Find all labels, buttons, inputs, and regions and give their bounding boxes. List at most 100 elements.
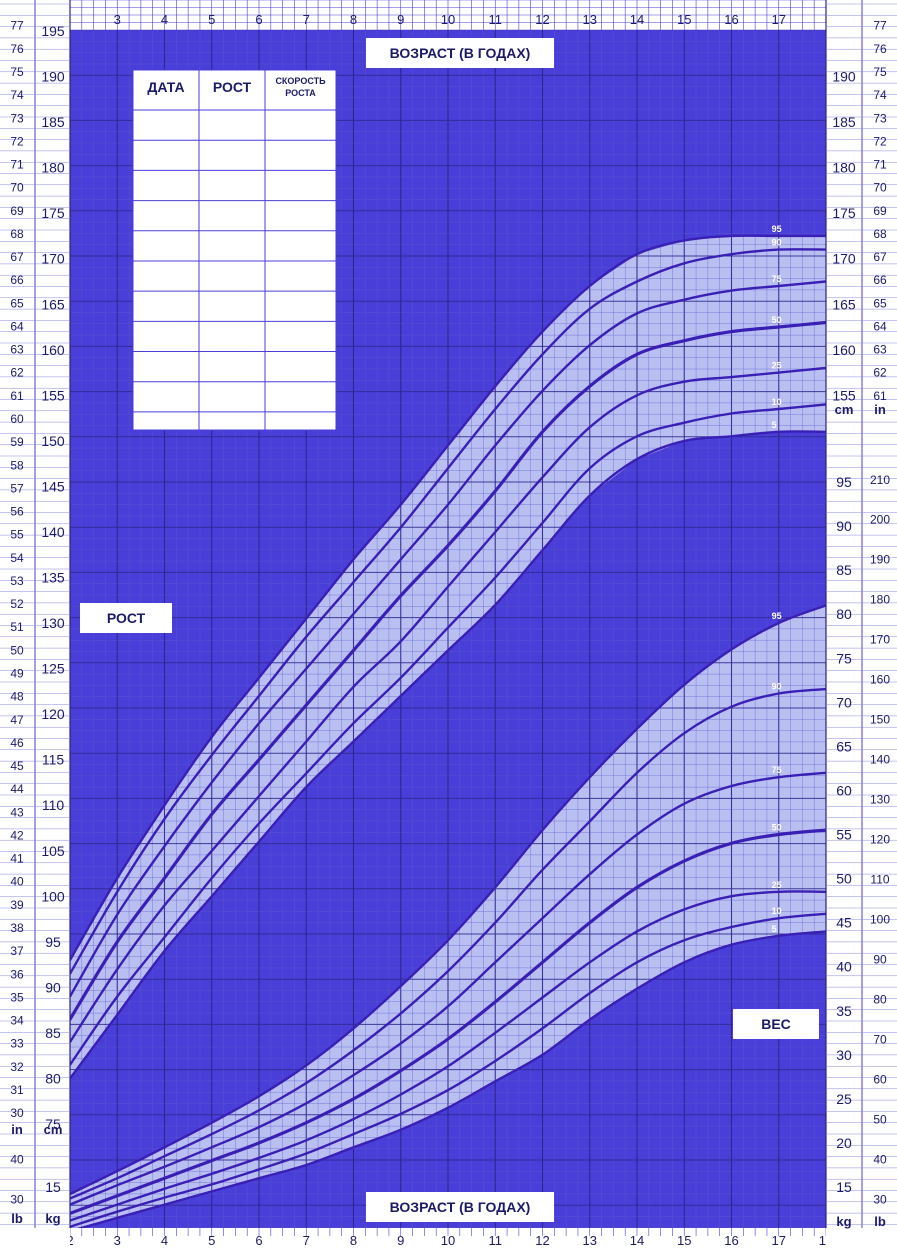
right-kg-tick-label: 90 [836,518,852,534]
right-in-tick-label: 66 [873,273,887,287]
stature-label-p5: 5 [772,420,777,430]
left-in-tick-label: 60 [10,412,24,426]
top-age-tick-label: 14 [630,12,644,27]
stature-label: РОСТ [107,610,146,626]
top-age-tick-label: 17 [772,12,786,27]
bottom-age-tick-label: 10 [441,1233,455,1248]
left-kg-tick-label: 15 [45,1179,61,1195]
left-in-tick-label: 44 [10,782,24,796]
bottom-age-tick-label: 16 [724,1233,738,1248]
left-in-tick-label: 76 [10,42,24,56]
left-in-tick-label: 64 [10,319,24,333]
stature-label-p10: 10 [772,397,782,407]
left-in-tick-label: 36 [10,967,24,981]
top-age-tick-label: 16 [724,12,738,27]
left-in-tick-label: 42 [10,828,24,842]
left-cm-tick-label: 150 [41,433,65,449]
right-lb-tick-label: 50 [873,1112,887,1126]
right-in-tick-label: 76 [873,42,887,56]
right-in-tick-label: 69 [873,204,887,218]
right-kg-tick-label: 55 [836,827,852,843]
left-in-tick-label: 37 [10,944,24,958]
left-cm-tick-label: 170 [41,251,65,267]
right-in-tick-label: 77 [873,19,887,33]
table-header-date: ДАТА [147,79,184,95]
weight-label-p10: 10 [772,906,782,916]
top-age-tick-label: 4 [161,12,168,27]
left-in-tick-label: 75 [10,65,24,79]
left-cm-tick-label: 125 [41,661,65,677]
right-cm-tick-label: 185 [832,114,856,130]
stature-label-p95: 95 [772,224,782,234]
right-kg-tick-label: 20 [836,1135,852,1151]
right-in-tick-label: 75 [873,65,887,79]
stature-label-p50: 50 [772,315,782,325]
bottom-age-tick-label: 4 [161,1233,168,1248]
right-kg-tick-label: 25 [836,1091,852,1107]
top-age-tick-label: 7 [303,12,310,27]
unit-lb-left: lb [11,1211,23,1226]
left-cm-tick-label: 85 [45,1025,61,1041]
right-lb-tick-label: 160 [870,673,890,687]
top-age-tick-label: 13 [583,12,597,27]
right-in-tick-label: 73 [873,111,887,125]
left-cm-tick-label: 155 [41,387,65,403]
left-in-tick-label: 53 [10,574,24,588]
right-lb-tick-label: 120 [870,833,890,847]
top-age-tick-label: 8 [350,12,357,27]
weight-label-p75: 75 [772,765,782,775]
table-header-velocity-1: СКОРОСТЬ [275,76,326,86]
unit-in-right: in [874,402,886,417]
right-in-tick-label: 68 [873,227,887,241]
right-in-tick-label: 74 [873,88,887,102]
right-kg-tick-label: 35 [836,1003,852,1019]
right-lb-tick-label: 170 [870,633,890,647]
bottom-age-tick-label: 17 [772,1233,786,1248]
right-in-tick-label: 71 [873,158,887,172]
left-in-tick-label: 68 [10,227,24,241]
right-in-tick-label: 72 [873,134,887,148]
right-lb-tick-label: 70 [873,1032,887,1046]
left-lb-tick-label: 30 [10,1192,24,1206]
stature-label-p25: 25 [772,361,782,371]
right-in-tick-label: 63 [873,343,887,357]
left-cm-tick-label: 105 [41,843,65,859]
right-lb-tick-label: 130 [870,793,890,807]
right-lb-tick-label: 180 [870,593,890,607]
age-title-bottom: ВОЗРАСТ (В ГОДАХ) [390,1199,531,1215]
right-lb-tick-label: 30 [873,1192,887,1206]
top-age-tick-label: 10 [441,12,455,27]
weight-label-p25: 25 [772,880,782,890]
bottom-age-tick-label: 14 [630,1233,644,1248]
stature-label-p75: 75 [772,274,782,284]
right-kg-tick-label: 40 [836,959,852,975]
right-kg-tick-label: 70 [836,694,852,710]
left-in-tick-label: 40 [10,875,24,889]
left-in-tick-label: 55 [10,528,24,542]
left-cm-tick-label: 180 [41,160,65,176]
unit-cm-right: cm [835,402,854,417]
right-lb-tick-label: 150 [870,713,890,727]
right-kg-tick-label: 15 [836,1179,852,1195]
bottom-age-tick-label: 7 [303,1233,310,1248]
bottom-age-tick-label: 9 [397,1233,404,1248]
left-cm-tick-label: 100 [41,888,65,904]
unit-lb-right: lb [874,1214,886,1229]
weight-label-p5: 5 [772,924,777,934]
right-cm-tick-label: 175 [832,205,856,221]
right-kg-tick-label: 50 [836,871,852,887]
table-header-velocity-2: РОСТА [285,88,316,98]
left-in-tick-label: 72 [10,134,24,148]
right-in-tick-label: 61 [873,389,887,403]
right-cm-tick-label: 155 [832,387,856,403]
top-age-tick-label: 12 [535,12,549,27]
right-cm-tick-label: 160 [832,342,856,358]
left-in-tick-label: 32 [10,1060,24,1074]
table-header-height: РОСТ [213,79,252,95]
unit-cm-left: cm [44,1122,63,1137]
left-in-tick-label: 52 [10,597,24,611]
right-in-tick-label: 64 [873,319,887,333]
left-cm-tick-label: 90 [45,979,61,995]
left-cm-tick-label: 175 [41,205,65,221]
